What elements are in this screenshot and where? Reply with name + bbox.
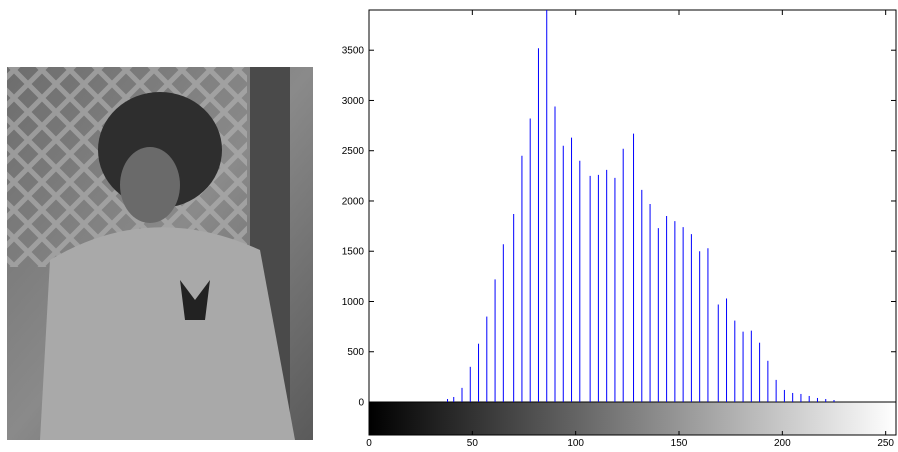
x-tick-label: 0 (366, 438, 372, 447)
photo (7, 67, 313, 440)
y-tick-label: 0 (358, 398, 364, 409)
y-tick-label: 2500 (342, 146, 365, 157)
x-tick-label: 100 (567, 438, 584, 447)
y-tick-label: 500 (347, 347, 364, 358)
y-tick-label: 1500 (342, 247, 365, 258)
x-tick-label: 200 (774, 438, 791, 447)
y-tick-label: 3500 (342, 46, 365, 57)
y-tick-label: 1000 (342, 297, 365, 308)
y-tick-label: 3000 (342, 96, 365, 107)
x-tick-label: 150 (671, 438, 688, 447)
colorbar (369, 402, 896, 435)
y-tick-label: 2000 (342, 196, 365, 207)
axes-box (368, 9, 897, 403)
colorbar-box (368, 401, 897, 436)
x-tick-label: 50 (467, 438, 479, 447)
x-tick-label: 250 (877, 438, 894, 447)
